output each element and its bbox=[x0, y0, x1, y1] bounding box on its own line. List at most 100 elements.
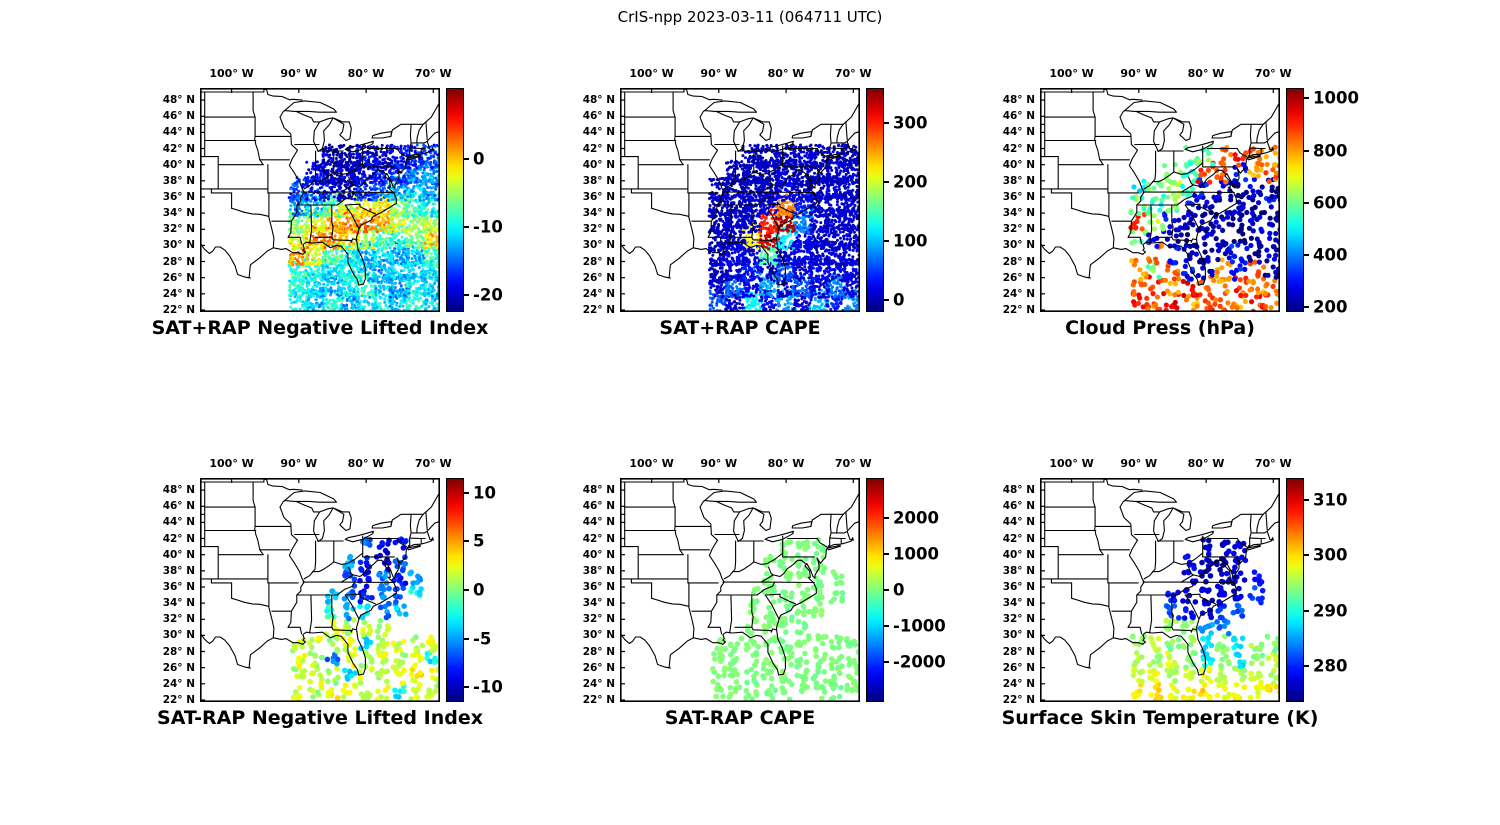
panel-title: SAT-RAP Negative Lifted Index bbox=[157, 707, 483, 729]
lon-tick-label: 80° W bbox=[767, 67, 805, 80]
lat-tick-label: 46° N bbox=[1002, 500, 1035, 513]
colorbar-tick-label: 0 bbox=[473, 580, 485, 600]
colorbar-gradient bbox=[446, 88, 464, 312]
lat-tick-label: 46° N bbox=[162, 500, 195, 513]
lon-tick-label: 100° W bbox=[629, 457, 674, 470]
map-plot bbox=[620, 478, 860, 702]
lat-tick-label: 34° N bbox=[162, 207, 195, 220]
lon-tick-label: 100° W bbox=[1049, 457, 1094, 470]
lon-tick-label: 80° W bbox=[347, 457, 385, 470]
colorbar-tick-mark bbox=[1304, 554, 1309, 557]
lat-tick-label: 44° N bbox=[582, 126, 615, 139]
colorbar-tick-label: 0 bbox=[893, 580, 905, 600]
colorbar-tick-label: -5 bbox=[473, 629, 492, 649]
colorbar-tick-label: -10 bbox=[473, 677, 503, 697]
colorbar-tick-label: -10 bbox=[473, 217, 503, 237]
lat-tick-label: 26° N bbox=[162, 271, 195, 284]
lat-tick-label: 40° N bbox=[1002, 548, 1035, 561]
lat-tick-label: 36° N bbox=[1002, 190, 1035, 203]
lat-tick-label: 24° N bbox=[1002, 677, 1035, 690]
lat-tick-label: 22° N bbox=[582, 693, 615, 706]
lat-tick-label: 22° N bbox=[162, 303, 195, 316]
lat-tick-label: 44° N bbox=[1002, 126, 1035, 139]
lat-tick-label: 40° N bbox=[162, 158, 195, 171]
lat-tick-label: 26° N bbox=[582, 661, 615, 674]
colorbar-tick-mark bbox=[1304, 97, 1309, 100]
lat-tick-label: 22° N bbox=[582, 303, 615, 316]
lat-tick-label: 32° N bbox=[582, 613, 615, 626]
lat-tick-label: 30° N bbox=[1002, 239, 1035, 252]
lon-tick-label: 70° W bbox=[834, 67, 872, 80]
panel-title: SAT-RAP CAPE bbox=[664, 707, 816, 729]
lon-tick-label: 70° W bbox=[1254, 67, 1292, 80]
lat-tick-label: 40° N bbox=[162, 548, 195, 561]
lat-tick-label: 26° N bbox=[1002, 271, 1035, 284]
panel-title: SAT+RAP Negative Lifted Index bbox=[151, 317, 489, 339]
lat-tick-label: 42° N bbox=[1002, 532, 1035, 545]
lat-tick-label: 48° N bbox=[162, 484, 195, 497]
colorbar-tick-mark bbox=[464, 637, 469, 640]
lat-tick-label: 40° N bbox=[582, 548, 615, 561]
colorbar-tick-label: 400 bbox=[1313, 245, 1348, 265]
lat-tick-label: 24° N bbox=[582, 287, 615, 300]
colorbar-tick-label: 10 bbox=[473, 483, 496, 503]
lat-tick-label: 34° N bbox=[582, 207, 615, 220]
lon-tick-label: 90° W bbox=[280, 457, 318, 470]
lon-tick-label: 100° W bbox=[1049, 67, 1094, 80]
lat-tick-label: 30° N bbox=[162, 239, 195, 252]
basemap-svg bbox=[620, 478, 860, 702]
colorbar-tick-mark bbox=[1304, 665, 1309, 668]
lat-tick-label: 26° N bbox=[1002, 661, 1035, 674]
colorbar-tick-label: 1000 bbox=[893, 544, 939, 564]
lat-tick-label: 24° N bbox=[582, 677, 615, 690]
colorbar-gradient bbox=[1286, 88, 1304, 312]
colorbar-tick-label: 0 bbox=[473, 149, 485, 169]
colorbar-gradient bbox=[866, 478, 884, 702]
lat-tick-label: 30° N bbox=[582, 239, 615, 252]
lat-tick-label: 34° N bbox=[1002, 597, 1035, 610]
colorbar-gradient bbox=[1286, 478, 1304, 702]
colorbar-tick-label: -20 bbox=[473, 285, 503, 305]
colorbar-tick-label: 280 bbox=[1313, 656, 1348, 676]
lat-tick-label: 46° N bbox=[582, 110, 615, 123]
lat-tick-label: 44° N bbox=[162, 126, 195, 139]
lat-tick-label: 26° N bbox=[582, 271, 615, 284]
map-plot bbox=[1040, 88, 1280, 312]
map-panel: 100° W 90° W 80° W 70° W 48° N 46° N 44° N 42°… bbox=[560, 452, 960, 744]
panel-title: SAT+RAP CAPE bbox=[659, 317, 821, 339]
lat-tick-label: 32° N bbox=[162, 223, 195, 236]
lat-tick-label: 38° N bbox=[1002, 174, 1035, 187]
colorbar-tick-mark bbox=[884, 299, 889, 302]
lat-tick-label: 44° N bbox=[162, 516, 195, 529]
lat-tick-label: 40° N bbox=[1002, 158, 1035, 171]
colorbar-gradient bbox=[866, 88, 884, 312]
panel-title: Surface Skin Temperature (K) bbox=[1001, 707, 1319, 729]
lat-tick-label: 42° N bbox=[582, 532, 615, 545]
lat-tick-label: 36° N bbox=[582, 580, 615, 593]
figure-title: CrIS-npp 2023-03-11 (064711 UTC) bbox=[617, 8, 883, 26]
lat-tick-label: 48° N bbox=[582, 94, 615, 107]
lat-tick-label: 48° N bbox=[162, 94, 195, 107]
lat-tick-label: 24° N bbox=[1002, 287, 1035, 300]
lat-tick-label: 38° N bbox=[162, 564, 195, 577]
lat-tick-label: 46° N bbox=[582, 500, 615, 513]
lat-tick-label: 38° N bbox=[582, 564, 615, 577]
lat-tick-label: 38° N bbox=[582, 174, 615, 187]
lat-tick-label: 42° N bbox=[162, 142, 195, 155]
lat-tick-label: 26° N bbox=[162, 661, 195, 674]
colorbar-tick-mark bbox=[884, 516, 889, 519]
colorbar-tick-label: 800 bbox=[1313, 141, 1348, 160]
colorbar-tick-mark bbox=[464, 540, 469, 543]
map-panel: 100° W 90° W 80° W 70° W 48° N 46° N 44° N 42°… bbox=[140, 62, 540, 354]
colorbar-tick-mark bbox=[1304, 201, 1309, 204]
lat-tick-label: 36° N bbox=[162, 580, 195, 593]
colorbar-tick-label: 200 bbox=[1313, 297, 1348, 317]
lat-tick-label: 38° N bbox=[1002, 564, 1035, 577]
colorbar-tick-mark bbox=[1304, 149, 1309, 152]
lon-tick-label: 70° W bbox=[834, 457, 872, 470]
basemap-svg bbox=[1040, 88, 1280, 312]
lat-tick-label: 42° N bbox=[162, 532, 195, 545]
lat-tick-label: 30° N bbox=[162, 629, 195, 642]
map-panel: 100° W 90° W 80° W 70° W 48° N 46° N 44° N 42°… bbox=[980, 62, 1380, 354]
lat-tick-label: 22° N bbox=[1002, 693, 1035, 706]
